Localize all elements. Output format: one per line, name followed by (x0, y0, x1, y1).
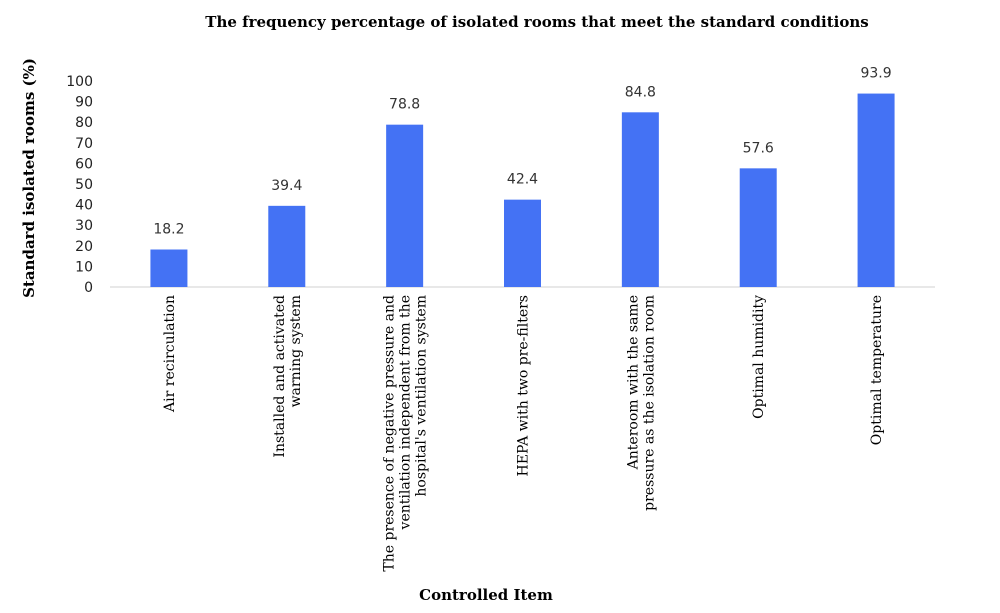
x-tick-label: Installed and activatedwarning system (272, 295, 304, 458)
x-tick-label-line: warning system (288, 295, 304, 407)
bar (857, 93, 895, 287)
bar (621, 112, 659, 287)
x-tick-label-line: Optimal humidity (751, 295, 767, 419)
x-tick-label-line: Air recirculation (162, 295, 178, 413)
data-label: 93.9 (860, 66, 891, 82)
y-tick-label: 50 (75, 177, 93, 193)
x-tick-label-line: Anteroom with the same (625, 295, 641, 470)
x-tick-label: Optimal temperature (869, 295, 885, 445)
y-tick-label: 80 (75, 115, 93, 131)
y-tick-label: 20 (75, 239, 93, 255)
bar (504, 199, 541, 287)
bar (386, 124, 424, 287)
x-tick-label: Anteroom with the samepressure as the is… (625, 295, 657, 511)
bar (268, 205, 306, 287)
x-tick-label-line: hospital's ventilation system (414, 295, 430, 497)
y-tick-label: 10 (75, 259, 93, 275)
x-tick-label-line: HEPA with two pre-filters (516, 295, 532, 476)
x-tick-label-line: pressure as the isolation room (641, 295, 657, 511)
data-label: 84.8 (625, 84, 656, 100)
chart-title: The frequency percentage of isolated roo… (205, 13, 868, 31)
y-tick-label: 100 (66, 74, 93, 90)
x-tick-label-line: The presence of negative pressure and (382, 295, 398, 572)
x-tick-label: Optimal humidity (751, 295, 767, 419)
x-tick-label: The presence of negative pressure andven… (382, 295, 430, 572)
y-tick-label: 60 (75, 156, 93, 172)
x-tick-label-line: ventilation independent from the (398, 295, 414, 530)
y-tick-label: 90 (75, 95, 93, 111)
data-label: 57.6 (743, 140, 774, 156)
data-label: 78.8 (389, 97, 420, 113)
bar (739, 168, 777, 287)
y-tick-label: 40 (75, 198, 93, 214)
x-tick-label: Air recirculation (162, 295, 178, 413)
data-label: 42.4 (507, 172, 538, 188)
y-tick-label: 0 (84, 280, 93, 296)
y-axis-title: Standard isolated rooms (%) (20, 58, 38, 298)
x-axis-title: Controlled Item (419, 586, 553, 604)
y-tick-label: 70 (75, 136, 93, 152)
data-label: 18.2 (153, 222, 184, 238)
x-tick-label-line: Optimal temperature (869, 295, 885, 445)
bar (150, 249, 188, 287)
plot-area: 0 10 20 30 40 50 60 70 80 90 100 18.2 Air recirculat… (66, 66, 935, 572)
x-tick-label-line: Installed and activated (272, 295, 288, 458)
x-tick-label: HEPA with two pre-filters (516, 295, 532, 476)
y-tick-label: 30 (75, 218, 93, 234)
data-label: 39.4 (271, 178, 302, 194)
